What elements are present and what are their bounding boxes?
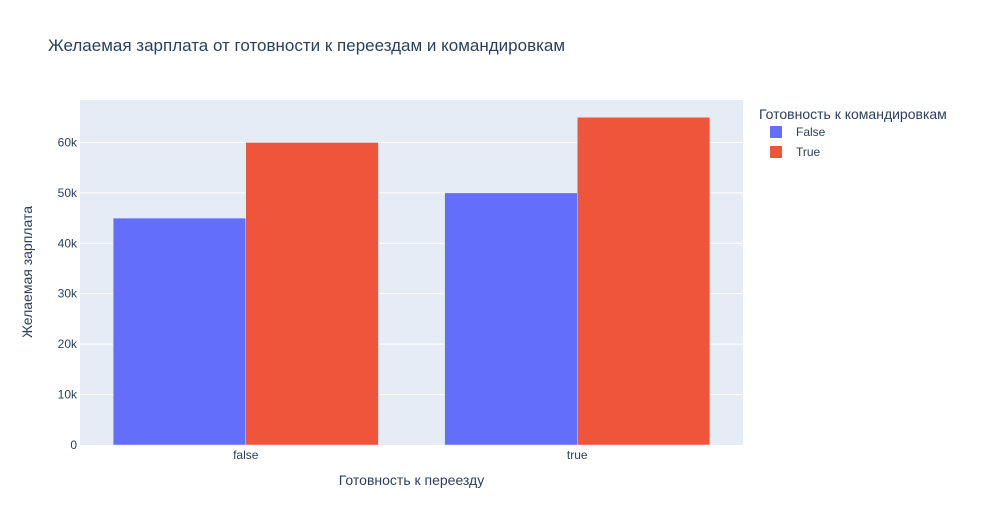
y-tick-label: 10k <box>58 388 78 402</box>
x-tick-label: false <box>233 448 259 462</box>
x-axis-ticks: false true <box>233 448 588 462</box>
x-tick-label: true <box>567 448 588 462</box>
y-tick-label: 30k <box>58 287 78 301</box>
y-axis-title: Желаемая зарплата <box>19 206 35 338</box>
legend-label: False <box>796 125 826 139</box>
chart-title: Желаемая зарплата от готовности к переез… <box>48 36 565 55</box>
legend-item-false[interactable]: False <box>770 125 826 139</box>
bar-false-true[interactable] <box>245 142 379 446</box>
legend: Готовность к командировкам False True <box>759 106 947 159</box>
bar-true-false[interactable] <box>444 192 578 446</box>
legend-items: False True <box>770 125 826 159</box>
y-tick-label: 40k <box>58 236 78 250</box>
legend-title: Готовность к командировкам <box>759 106 947 122</box>
legend-swatch <box>770 146 782 158</box>
y-axis-ticks: 0 10k 20k 30k 40k 50k 60k <box>58 135 78 452</box>
legend-swatch <box>770 126 782 138</box>
y-tick-label: 60k <box>58 135 78 149</box>
y-tick-label: 0 <box>70 438 77 452</box>
bars <box>112 116 711 446</box>
legend-item-true[interactable]: True <box>770 145 821 159</box>
legend-label: True <box>796 145 821 159</box>
y-tick-label: 20k <box>58 337 78 351</box>
y-tick-label: 50k <box>58 186 78 200</box>
bar-false-false[interactable] <box>112 217 247 446</box>
bar-true-true[interactable] <box>577 116 711 446</box>
x-axis-title: Готовность к переезду <box>339 472 484 488</box>
